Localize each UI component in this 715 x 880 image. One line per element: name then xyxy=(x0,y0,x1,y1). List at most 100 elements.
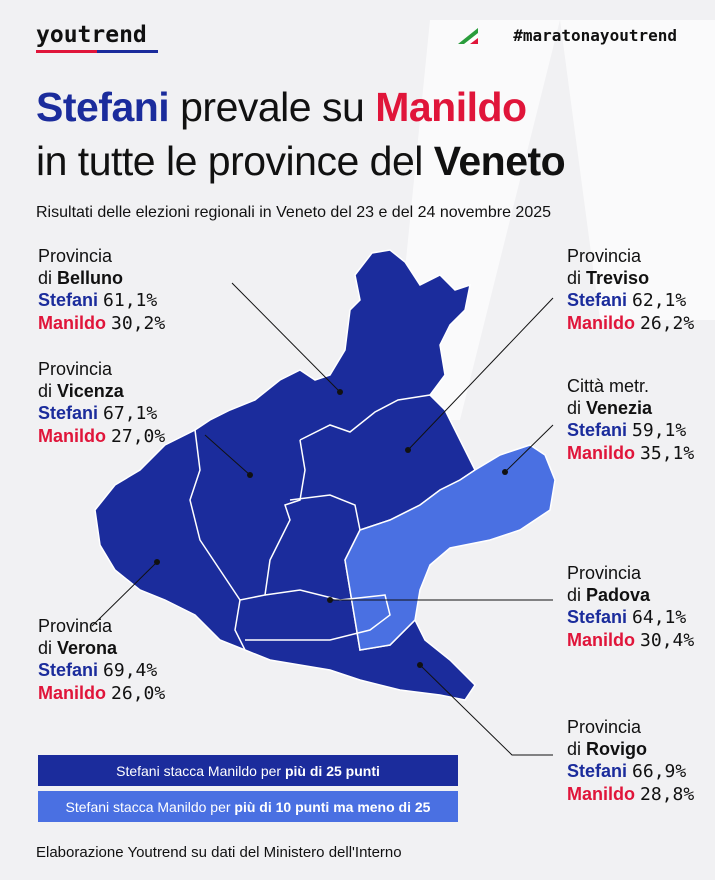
legend-text: Stefani stacca Manildo per xyxy=(65,798,231,815)
province-prefix: Città metr. xyxy=(567,376,650,396)
vote-share: 61,1% xyxy=(103,290,158,311)
title-word: in tutte le province del xyxy=(36,138,423,184)
vote-share: 30,2% xyxy=(111,313,166,334)
province-of: di xyxy=(567,585,582,605)
province-prefix: Provincia xyxy=(38,246,113,266)
vote-share: 30,4% xyxy=(640,630,695,651)
result-row: Stefani 69,4% xyxy=(38,659,165,682)
leader-dots xyxy=(154,389,508,668)
vote-share: 28,8% xyxy=(640,784,695,805)
province-of: di xyxy=(38,268,53,288)
province-of: di xyxy=(567,739,582,759)
brand: youtrend xyxy=(36,22,147,48)
vote-share: 27,0% xyxy=(111,426,166,447)
source: Elaborazione Youtrend su dati del Minist… xyxy=(36,844,402,861)
legend-emphasis: più di 25 punti xyxy=(284,762,380,779)
candidate-name: Manildo xyxy=(38,683,106,703)
venezia-area xyxy=(344,444,556,651)
vote-share: 26,0% xyxy=(111,683,166,704)
leader-lines xyxy=(91,282,554,756)
province-label: Provincia di Belluno Stefani 61,1% Manildo … xyxy=(38,245,165,335)
brand-underline xyxy=(36,50,158,53)
province-name-line: di Venezia xyxy=(567,397,694,419)
province-label: Provincia di Padova Stefani 64,1% Manildo 3… xyxy=(567,562,694,652)
vote-share: 59,1% xyxy=(632,420,687,441)
province-label: Provincia di Verona Stefani 69,4% Manildo 2… xyxy=(38,615,165,705)
flag-icon xyxy=(458,28,478,44)
borders xyxy=(189,394,431,651)
province-name-line: di Treviso xyxy=(567,267,694,289)
result-row: Stefani 64,1% xyxy=(567,606,694,629)
candidate-name: Stefani xyxy=(38,660,99,680)
candidate-name: Stefani xyxy=(567,290,628,310)
province-name: Treviso xyxy=(586,268,650,288)
province-label: Provincia di Rovigo Stefani 66,9% Manildo 2… xyxy=(567,716,694,806)
province-prefix: Provincia xyxy=(38,359,113,379)
title-word: Veneto xyxy=(433,138,566,184)
province-name-line: di Rovigo xyxy=(567,738,694,760)
candidate-name: Stefani xyxy=(567,607,628,627)
candidate-name: Manildo xyxy=(567,630,635,650)
province-name: Vicenza xyxy=(57,381,124,401)
hashtag: #maratonayoutrend xyxy=(513,26,677,45)
province-name: Venezia xyxy=(586,398,653,418)
province-name: Rovigo xyxy=(586,739,648,759)
result-row: Stefani 62,1% xyxy=(567,289,694,312)
candidate-name: Stefani xyxy=(38,403,99,423)
province-name-line: di Vicenza xyxy=(38,380,165,402)
title-line: in tutte le province del Veneto xyxy=(36,138,566,185)
vote-share: 26,2% xyxy=(640,313,695,334)
candidate-name: Manildo xyxy=(567,784,635,804)
province-label: Provincia di Vicenza Stefani 67,1% Manildo … xyxy=(38,358,165,448)
result-row: Manildo 26,2% xyxy=(567,312,694,335)
province-name: Verona xyxy=(57,638,118,658)
province-name-line: di Belluno xyxy=(38,267,165,289)
province-name: Belluno xyxy=(57,268,124,288)
result-row: Stefani 61,1% xyxy=(38,289,165,312)
result-row: Stefani 59,1% xyxy=(567,419,694,442)
legend-item: Stefani stacca Manildo per più di 10 pun… xyxy=(38,791,458,822)
title-word: Manildo xyxy=(375,84,527,130)
candidate-name: Stefani xyxy=(567,761,628,781)
province-name: Padova xyxy=(586,585,651,605)
province-name-line: di Padova xyxy=(567,584,694,606)
result-row: Manildo 30,4% xyxy=(567,629,694,652)
province-of: di xyxy=(38,638,53,658)
candidate-name: Manildo xyxy=(567,443,635,463)
candidate-name: Stefani xyxy=(567,420,628,440)
region-dark xyxy=(94,249,476,701)
province-prefix: Provincia xyxy=(567,246,642,266)
result-row: Manildo 28,8% xyxy=(567,783,694,806)
vote-share: 67,1% xyxy=(103,403,158,424)
candidate-name: Manildo xyxy=(38,426,106,446)
legend-emphasis: più di 10 punti ma meno di 25 xyxy=(234,798,431,815)
title-line: Stefani prevale su Manildo xyxy=(36,84,527,131)
result-row: Stefani 66,9% xyxy=(567,760,694,783)
vote-share: 35,1% xyxy=(640,443,695,464)
vote-share: 62,1% xyxy=(632,290,687,311)
watermark xyxy=(390,20,715,420)
result-row: Manildo 27,0% xyxy=(38,425,165,448)
vote-share: 69,4% xyxy=(103,660,158,681)
province-prefix: Provincia xyxy=(38,616,113,636)
result-row: Manildo 30,2% xyxy=(38,312,165,335)
subtitle: Risultati delle elezioni regionali in Ve… xyxy=(36,204,552,221)
vote-share: 64,1% xyxy=(632,607,687,628)
province-label: Provincia di Treviso Stefani 62,1% Manildo … xyxy=(567,245,694,335)
result-row: Stefani 67,1% xyxy=(38,402,165,425)
legend-text: Stefani stacca Manildo per xyxy=(116,762,282,779)
legend-item: Stefani stacca Manildo per più di 25 pun… xyxy=(38,755,458,786)
title-word: Stefani xyxy=(36,84,170,130)
province-of: di xyxy=(38,381,53,401)
result-row: Manildo 26,0% xyxy=(38,682,165,705)
result-row: Manildo 35,1% xyxy=(567,442,694,465)
province-of: di xyxy=(567,268,582,288)
province-label: Città metr. di Venezia Stefani 59,1% Manild… xyxy=(567,375,694,465)
title-word: prevale su xyxy=(180,84,365,130)
candidate-name: Manildo xyxy=(567,313,635,333)
province-of: di xyxy=(567,398,582,418)
candidate-name: Stefani xyxy=(38,290,99,310)
province-prefix: Provincia xyxy=(567,717,642,737)
